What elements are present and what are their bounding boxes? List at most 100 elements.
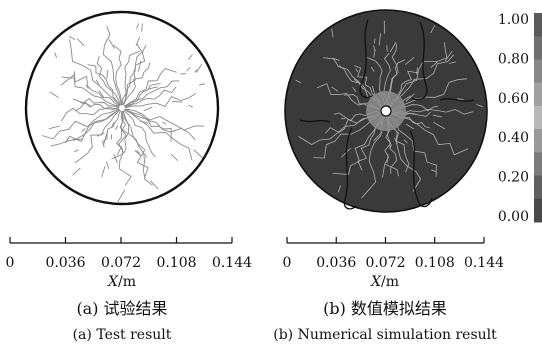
- crack-fragment: [98, 90, 105, 98]
- crack-fragment: [373, 131, 383, 142]
- crack-fragment: [76, 38, 85, 47]
- colorbar-label: 0.80: [498, 51, 529, 67]
- crack-line: [124, 108, 196, 141]
- crack-line: [124, 93, 196, 109]
- crack-fragment: [74, 149, 79, 153]
- crack-fragment: [403, 139, 408, 144]
- crack-fragment: [80, 101, 91, 107]
- crack-fragment: [54, 52, 58, 58]
- crack-fragment: [337, 185, 341, 193]
- crack-fragment: [457, 98, 464, 100]
- crack-line: [113, 44, 123, 106]
- crack-fragment: [96, 132, 105, 137]
- crack-line: [41, 108, 120, 140]
- crack-fragment: [378, 33, 381, 46]
- crack-fragment: [476, 104, 483, 108]
- panel-b: 0 0.036 0.072 0.108 0.144 X/m (b) 数值模拟结果 (b)…: [273, 9, 504, 343]
- crack-fragment: [81, 127, 86, 132]
- x-axis-label-a: X/m: [107, 274, 136, 290]
- tick-label: 0.072: [365, 255, 405, 271]
- caption-en-a: (a) Test result: [73, 327, 172, 343]
- crack-fragment: [370, 66, 375, 72]
- colorbar-segment: [534, 82, 542, 107]
- crack-line: [123, 109, 156, 158]
- crack-line: [124, 109, 172, 143]
- colorbar-label: 0.20: [498, 170, 529, 186]
- crack-fragment: [172, 101, 183, 103]
- crack-line: [124, 83, 161, 107]
- crack-fragment: [117, 189, 126, 202]
- crack-fragment: [389, 144, 392, 149]
- crack-line: [122, 50, 140, 106]
- center-hole-b: [380, 105, 392, 117]
- crack-fragment: [405, 56, 415, 66]
- crack-fragment: [95, 79, 100, 87]
- crack-fragment: [85, 84, 89, 89]
- tick-label: 0.108: [156, 255, 196, 271]
- tick-label: 0.036: [45, 255, 85, 271]
- crack-fragment: [113, 153, 118, 164]
- crack-fragment: [194, 69, 198, 73]
- crack-line: [122, 62, 151, 106]
- crack-fragment: [136, 23, 140, 29]
- crack-line: [124, 109, 193, 161]
- caption-en-b: (b) Numerical simulation result: [273, 327, 497, 343]
- crack-fragment: [144, 153, 147, 158]
- crack-fragment: [393, 137, 398, 145]
- crack-line: [298, 112, 381, 145]
- crack-fragment: [430, 25, 436, 34]
- crack-line: [124, 68, 177, 107]
- crack-fragment: [134, 150, 142, 157]
- crack-fragment: [373, 38, 376, 44]
- tick-label: 0.036: [316, 255, 356, 271]
- crack-fragment: [373, 45, 376, 51]
- crack-fragment: [170, 153, 179, 162]
- crack-line: [124, 80, 180, 108]
- colorbar-label: 1.00: [498, 12, 529, 28]
- caption-cn-a: (a) 试验结果: [76, 299, 167, 318]
- x-axis-label-b: X/m: [370, 274, 399, 290]
- crack-fragment: [355, 68, 358, 73]
- crack-line: [111, 110, 123, 160]
- crack-fragment: [135, 36, 141, 46]
- colorbar-segment: [534, 59, 542, 84]
- crack-fragment: [143, 106, 153, 112]
- crack-line: [60, 107, 120, 122]
- crack-fragment: [136, 150, 141, 154]
- crack-fragment: [71, 138, 84, 141]
- colorbar-label: 0.40: [498, 130, 529, 146]
- specimen-disc-a: [24, 10, 220, 206]
- caption-cn-b: (b) 数值模拟结果: [323, 299, 447, 318]
- crack-fragment: [162, 121, 167, 125]
- colorbar-label: 0.00: [498, 209, 529, 225]
- crack-fragment: [433, 121, 446, 130]
- crack-fragment: [386, 154, 389, 164]
- crack-fragment: [61, 76, 74, 79]
- tick-label: 0: [6, 255, 15, 271]
- crack-fragment: [382, 164, 386, 178]
- crack-line: [361, 116, 385, 199]
- colorbar-label: 0.60: [498, 91, 529, 107]
- crack-fragment: [103, 131, 108, 145]
- colorbar-segment: [534, 13, 542, 37]
- colorbar-segment: [534, 36, 542, 60]
- crack-fragment: [413, 97, 419, 100]
- crack-fragment: [68, 36, 76, 40]
- crack-fragment: [108, 39, 115, 49]
- crack-fragment: [432, 114, 442, 118]
- crack-fragment: [353, 78, 361, 85]
- crack-fragment: [188, 104, 194, 108]
- crack-fragment: [48, 125, 61, 130]
- crack-fragment: [141, 23, 143, 32]
- crack-fragment: [195, 63, 203, 73]
- crack-fragment: [448, 61, 456, 64]
- tick-label: 0.144: [212, 255, 252, 271]
- crack-fragment: [147, 86, 158, 90]
- crack-line: [102, 25, 122, 106]
- crack-fragment: [416, 67, 418, 75]
- crack-fragment: [115, 125, 119, 131]
- crack-fragment: [373, 49, 376, 58]
- crack-line: [124, 86, 177, 108]
- crack-fragment: [193, 149, 203, 159]
- x-axis-a: 0 0.036 0.072 0.108 0.144: [6, 237, 252, 271]
